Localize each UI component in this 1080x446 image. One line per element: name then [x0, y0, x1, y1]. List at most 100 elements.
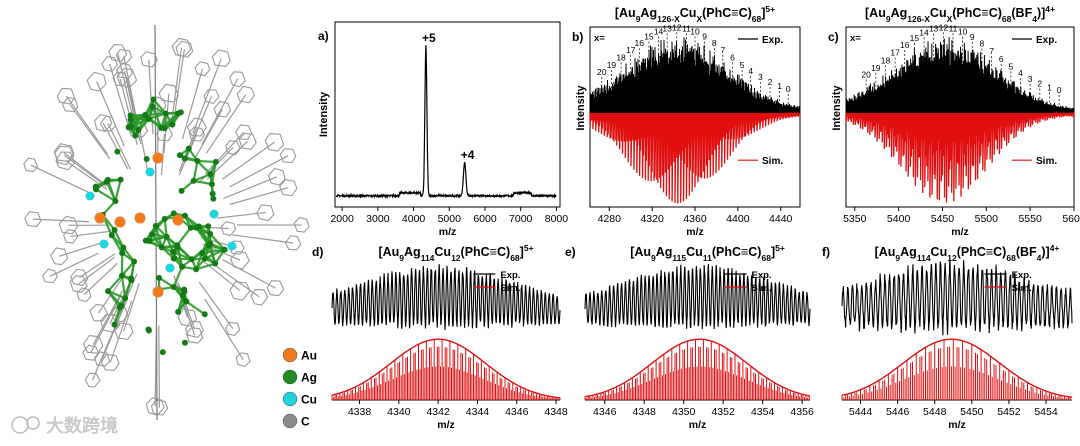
x-annotation-label: 3 — [1028, 74, 1033, 84]
ag-bond — [101, 200, 117, 216]
title-part: Ag — [900, 245, 917, 259]
ag-bond — [107, 290, 126, 300]
cu-atom — [227, 241, 237, 251]
sim-envelope — [841, 338, 1073, 398]
ag-atom — [125, 124, 132, 131]
chart-f: Exp. Sim. 5444 5446 5448 5450 5452 5454 m/z f) [Au… — [822, 243, 1073, 431]
phenyl-ring — [158, 83, 179, 103]
carbon-bond — [213, 264, 260, 298]
ag-bond — [179, 154, 198, 163]
ag-atom — [181, 155, 188, 162]
ag-atom — [116, 304, 123, 311]
sim-series — [845, 110, 1075, 203]
carbon-bond — [198, 281, 234, 330]
ag-atom — [188, 256, 195, 263]
series-line — [335, 45, 557, 199]
ag-atom — [127, 116, 134, 123]
ag-atom — [170, 284, 177, 291]
phenyl-ring — [213, 100, 232, 118]
ag-atom — [159, 349, 166, 356]
chart-title: [Au9Ag126-XCuX(PhC≡C)68]5+ — [615, 4, 775, 24]
x-axis-label: m/z — [686, 226, 704, 238]
x-equals-label: x= — [850, 33, 861, 44]
carbon-bond — [49, 252, 99, 277]
ag-atom — [142, 111, 149, 118]
title-part: 12 — [947, 253, 957, 263]
x-annotation-label: 6 — [730, 52, 735, 62]
panel-label: e) — [565, 245, 576, 259]
ag-atom — [114, 148, 121, 155]
title-part: (BF — [1011, 6, 1032, 20]
ag-atom — [111, 321, 118, 328]
ag-atom — [145, 115, 152, 122]
x-annotation-label: 1 — [1047, 82, 1052, 92]
title-part: [Au — [378, 245, 399, 259]
ag-atom — [161, 125, 168, 132]
x-annotation-label: 14 — [919, 27, 929, 37]
ag-bond — [113, 307, 121, 325]
x-annotation-label: 18 — [616, 52, 626, 62]
ag-bond — [193, 173, 211, 182]
ag-atom — [181, 212, 188, 219]
legend-label-au: Au — [301, 349, 317, 363]
phenyl-ring — [114, 322, 134, 340]
ag-atom — [150, 96, 157, 103]
carbon-bond — [107, 123, 132, 170]
x-annotation-label: 9 — [970, 32, 975, 42]
watermark-logo-icon — [11, 416, 29, 434]
title-part: (PhC≡C) — [952, 6, 1002, 20]
title-part: Ag — [404, 245, 421, 259]
ag-bond — [113, 229, 125, 249]
x-axis-label: m/z — [951, 226, 969, 238]
ag-bond — [185, 300, 206, 316]
x-annotation-label: 2 — [768, 77, 773, 87]
x-annotation-label: 13 — [662, 23, 672, 33]
phenyl-ring — [266, 280, 285, 297]
ag-atom — [128, 277, 135, 284]
panel-label: a) — [318, 29, 329, 43]
carbon-bond — [217, 211, 266, 219]
title-part: 114 — [421, 253, 435, 263]
x-tick-label: 5000 — [438, 213, 462, 225]
x-annotation-label: 0 — [1057, 85, 1062, 95]
title-part: Cu — [686, 245, 703, 259]
x-annotation-label: 4 — [748, 66, 753, 76]
ag-bond — [107, 290, 121, 308]
ag-atom — [212, 260, 219, 267]
x-tick-label: 4400 — [726, 213, 750, 225]
x-annotation-label: 19 — [607, 60, 617, 70]
x-annotation-label: 2 — [1037, 79, 1042, 89]
panel-label: f) — [822, 245, 830, 259]
carbon-bond — [139, 129, 149, 173]
phenyl-ring — [236, 85, 256, 104]
ag-atom — [108, 232, 115, 239]
exp-series — [584, 263, 811, 330]
phenyl-ring — [177, 308, 198, 327]
x-annotation-label: 16 — [900, 40, 910, 50]
carbon-bond — [83, 262, 118, 296]
carbon-bond — [63, 152, 107, 186]
carbon-bond — [160, 134, 166, 176]
x-tick-label: 6000 — [473, 213, 497, 225]
ag-atom — [207, 240, 214, 247]
legend-label-c: C — [301, 415, 310, 429]
cu-atom — [99, 239, 109, 249]
x-tick-label: 4354 — [751, 406, 775, 418]
title-part: Cu — [434, 245, 451, 259]
x-annotation-label: 5 — [1008, 61, 1013, 71]
au-atom — [172, 214, 184, 226]
ag-atom — [170, 255, 177, 262]
x-tick-label: 8000 — [545, 213, 569, 225]
x-tick-label: 5444 — [849, 406, 873, 418]
legend-exp-label: Exp. — [752, 270, 772, 281]
x-tick-label: 4352 — [711, 406, 735, 418]
x-tick-label: 4280 — [598, 213, 622, 225]
peak-label: +4 — [461, 148, 475, 162]
panel-label: c) — [828, 30, 839, 44]
x-tick-label: 4348 — [544, 406, 568, 418]
ag-bond — [114, 179, 122, 202]
ag-bond — [121, 260, 135, 277]
ag-atom — [120, 244, 127, 251]
ag-bond — [172, 266, 184, 288]
title-part: 68 — [752, 14, 762, 24]
